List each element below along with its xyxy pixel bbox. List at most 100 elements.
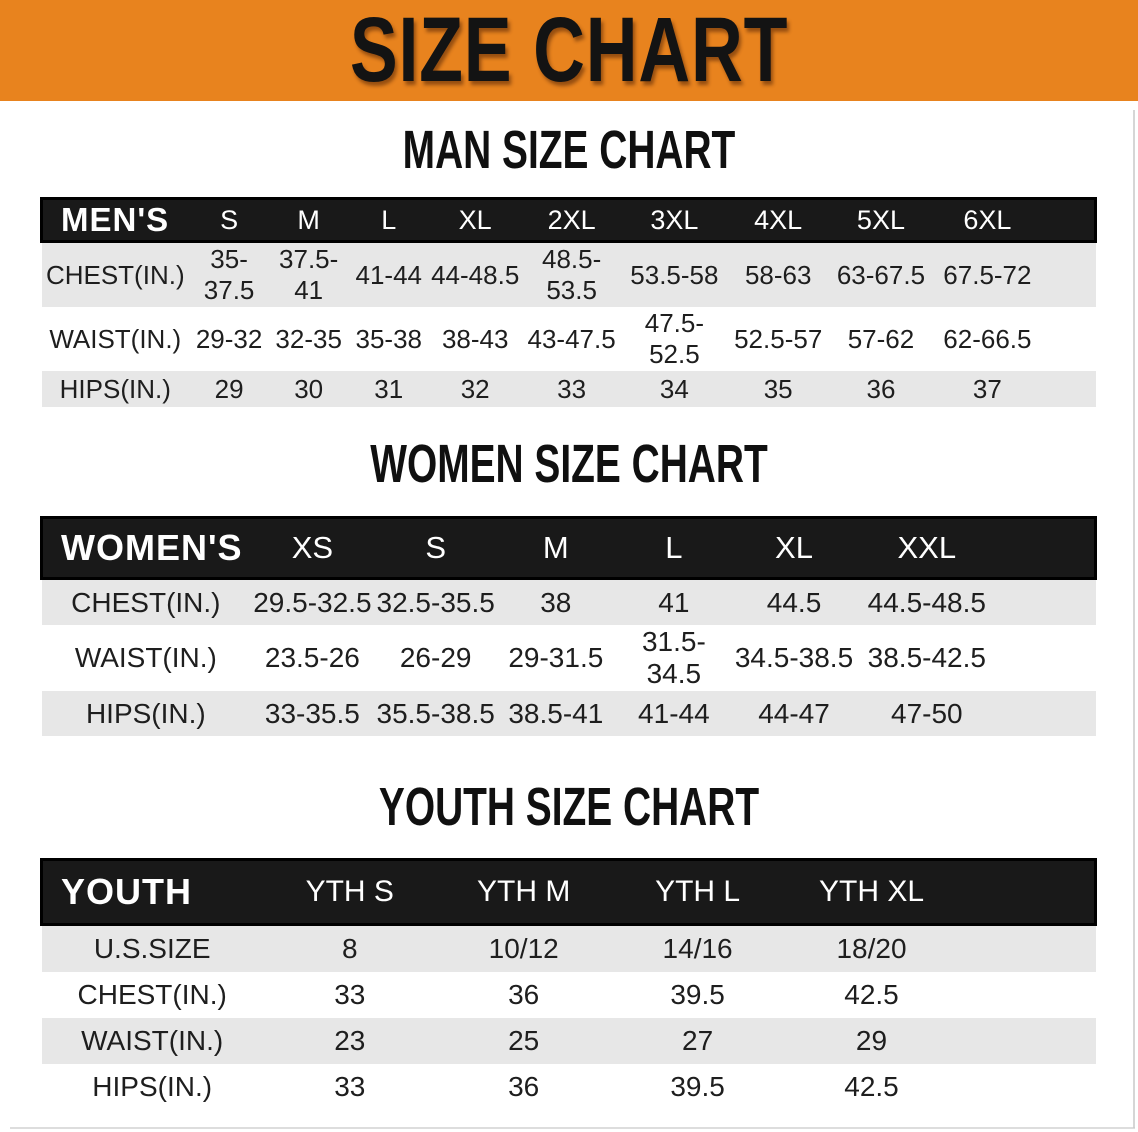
row-spacer (958, 972, 1096, 1018)
size-value: 42.5 (784, 1064, 959, 1110)
size-column-header: 6XL (932, 197, 1043, 243)
size-value: 32.5-35.5 (374, 577, 497, 625)
row-label: WAIST(IN.) (41, 625, 251, 691)
size-value: 38-43 (429, 307, 522, 371)
womens-size-table: WOMEN'S XS S M L XL XXL CHEST(IN.) 29.5-32.5 32.5… (40, 516, 1098, 736)
size-value: 30 (269, 371, 349, 407)
row-label: HIPS(IN.) (41, 691, 251, 736)
size-value: 32-35 (269, 307, 349, 371)
size-header-row: YOUTH YTH S YTH M YTH L YTH XL (39, 858, 1098, 926)
size-column-header: XL (732, 516, 856, 580)
size-value: 25 (436, 1018, 611, 1064)
size-value: 62-66.5 (932, 307, 1043, 371)
size-value: 34.5-38.5 (732, 625, 856, 691)
size-value: 39.5 (610, 1064, 785, 1110)
size-value: 41 (614, 577, 733, 625)
youth-section-heading: YOUTH SIZE CHART (378, 777, 760, 837)
size-value: 33 (262, 1064, 437, 1110)
size-value: 35-38 (348, 307, 430, 371)
table-header-label: YOUTH (39, 858, 263, 926)
measure-row: HIPS(IN.) 29 30 31 32 33 34 35 36 37 (41, 371, 1096, 407)
row-spacer (998, 577, 1096, 625)
size-value: 37 (932, 371, 1043, 407)
size-value: 57-62 (829, 307, 933, 371)
row-label: HIPS(IN.) (41, 371, 190, 407)
size-value: 47-50 (855, 691, 999, 736)
row-label: U.S.SIZE (41, 923, 263, 972)
measure-row: CHEST(IN.) 35-37.5 37.5-41 41-44 44-48.5 48.5… (41, 240, 1096, 307)
size-value: 35 (726, 371, 830, 407)
size-value: 35-37.5 (189, 240, 270, 307)
measure-row: HIPS(IN.) 33-35.5 35.5-38.5 38.5-41 41-44 44-… (41, 691, 1096, 736)
measure-row: WAIST(IN.) 23.5-26 26-29 29-31.5 31.5-34.5 34… (41, 625, 1096, 691)
row-spacer (998, 625, 1096, 691)
measure-row: CHEST(IN.) 33 36 39.5 42.5 (41, 972, 1096, 1018)
size-value: 38.5-41 (496, 691, 615, 736)
size-column-header: M (269, 197, 349, 243)
size-value: 42.5 (784, 972, 959, 1018)
size-value: 34 (622, 371, 727, 407)
size-column-header: XXL (855, 516, 999, 580)
size-column-header: S (374, 516, 497, 580)
size-chart-banner: SIZE CHART (0, 0, 1138, 101)
measure-row: WAIST(IN.) 23 25 27 29 (41, 1018, 1096, 1064)
size-column-header: YTH L (610, 858, 785, 926)
size-value: 36 (829, 371, 933, 407)
size-value: 8 (262, 923, 437, 972)
size-value: 44.5-48.5 (855, 577, 999, 625)
measure-row: CHEST(IN.) 29.5-32.5 32.5-35.5 38 41 44.5 44.5… (41, 577, 1096, 625)
row-label: CHEST(IN.) (41, 972, 263, 1018)
size-value: 36 (436, 1064, 611, 1110)
measure-row: WAIST(IN.) 29-32 32-35 35-38 38-43 43-47.5 47.… (41, 307, 1096, 371)
size-value: 63-67.5 (829, 240, 933, 307)
header-spacer (998, 516, 1098, 580)
row-spacer (958, 1018, 1096, 1064)
size-value: 38 (496, 577, 615, 625)
size-value: 23 (262, 1018, 437, 1064)
table-header-label: WOMEN'S (40, 516, 251, 580)
size-value: 47.5-52.5 (622, 307, 727, 371)
size-value: 38.5-42.5 (855, 625, 999, 691)
row-spacer (958, 923, 1096, 972)
size-value: 44-48.5 (429, 240, 522, 307)
size-value: 23.5-26 (250, 625, 375, 691)
size-value: 33 (521, 371, 623, 407)
size-value: 14/16 (610, 923, 785, 972)
size-header-row: MEN'S S M L XL 2XL 3XL 4XL 5XL 6XL (40, 197, 1097, 243)
size-column-header: 5XL (829, 197, 933, 243)
row-label: WAIST(IN.) (41, 307, 190, 371)
size-header-row: WOMEN'S XS S M L XL XXL (40, 516, 1098, 580)
size-value: 18/20 (784, 923, 959, 972)
size-column-header: YTH S (262, 858, 437, 926)
size-value: 58-63 (726, 240, 830, 307)
row-label: HIPS(IN.) (41, 1064, 263, 1110)
row-spacer (1042, 371, 1096, 407)
size-value: 29.5-32.5 (250, 577, 375, 625)
banner-title: SIZE CHART (349, 0, 789, 101)
row-label: CHEST(IN.) (41, 577, 251, 625)
size-value: 10/12 (436, 923, 611, 972)
size-value: 44-47 (732, 691, 856, 736)
womens-section-heading: WOMEN SIZE CHART (370, 434, 768, 494)
size-value: 33 (262, 972, 437, 1018)
size-value: 37.5-41 (269, 240, 349, 307)
size-value: 35.5-38.5 (374, 691, 497, 736)
size-column-header: XS (250, 516, 375, 580)
row-spacer (1042, 307, 1096, 371)
row-label: CHEST(IN.) (41, 240, 190, 307)
size-value: 33-35.5 (250, 691, 375, 736)
size-column-header: XL (429, 197, 522, 243)
size-value: 41-44 (614, 691, 733, 736)
measure-row: U.S.SIZE 8 10/12 14/16 18/20 (41, 923, 1096, 972)
size-value: 41-44 (348, 240, 430, 307)
size-value: 31.5-34.5 (614, 625, 733, 691)
size-column-header: 3XL (622, 197, 727, 243)
size-value: 29 (189, 371, 270, 407)
size-value: 27 (610, 1018, 785, 1064)
size-value: 67.5-72 (932, 240, 1043, 307)
size-column-header: YTH M (436, 858, 611, 926)
size-column-header: YTH XL (784, 858, 959, 926)
table-header-label: MEN'S (40, 197, 190, 243)
size-column-header: S (189, 197, 270, 243)
